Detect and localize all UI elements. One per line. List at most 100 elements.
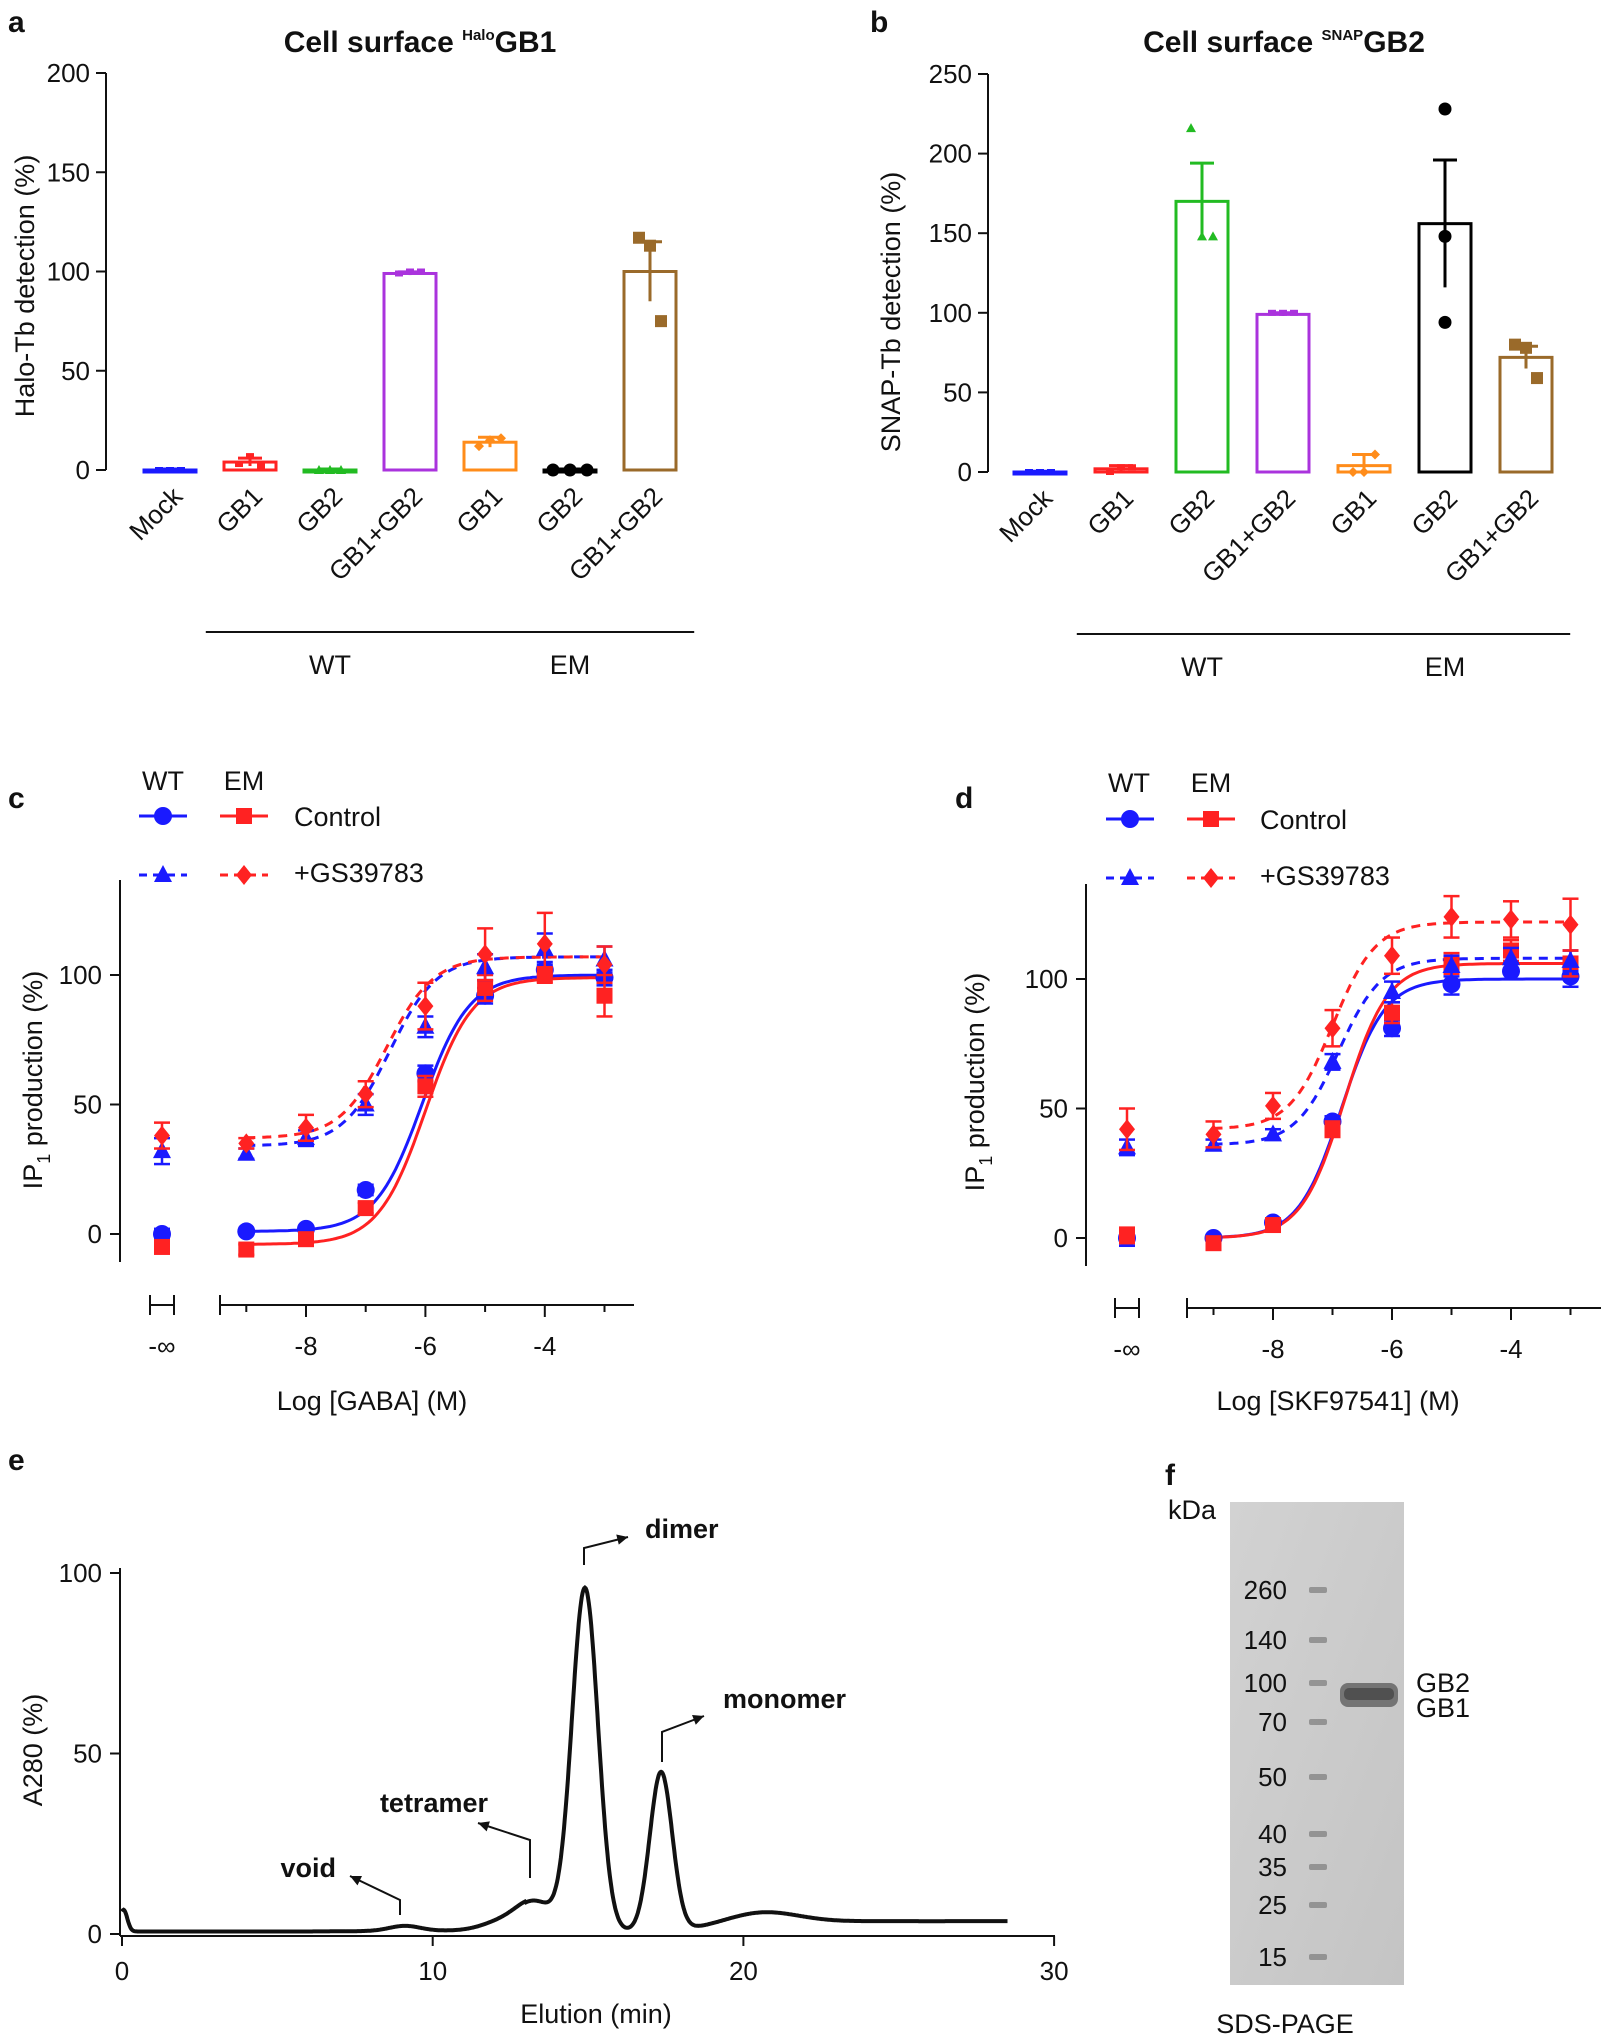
y-tick-label: 0 (76, 455, 90, 485)
annotation-label: tetramer (380, 1788, 489, 1818)
x-tick-label: -6 (1380, 1334, 1403, 1364)
panel-label-f: f (1165, 1459, 1176, 1492)
bar-chart-halo-gb1: Cell surface HaloGB1 Halo-Tb detection (… (10, 26, 695, 680)
x-tick-label: 20 (729, 1956, 758, 1986)
data-point (298, 1231, 314, 1248)
gel-caption: SDS-PAGE (1216, 2009, 1354, 2039)
bar (382, 271, 438, 472)
x-axis-label-c: Log [GABA] (M) (277, 1386, 468, 1416)
data-point (1442, 956, 1461, 974)
x-tick-label: 30 (1040, 1956, 1069, 1986)
data-point (1119, 1227, 1135, 1244)
legend-marker (1203, 811, 1219, 827)
category-label: GB2 (290, 481, 348, 539)
data-point (1502, 962, 1520, 981)
y-tick-label: 50 (61, 356, 90, 386)
gel-marker-label: 100 (1244, 1668, 1287, 1698)
data-point (580, 463, 594, 477)
y-axis-label-a: Halo-Tb detection (%) (10, 155, 40, 418)
data-point (596, 987, 613, 1004)
legend-gs39783-c: +GS39783 (294, 858, 424, 888)
data-point (1503, 909, 1519, 930)
panel-label-d: d (955, 782, 973, 815)
y-axis-label-b: SNAP-Tb detection (%) (876, 172, 906, 453)
data-point (1106, 469, 1114, 475)
group-label: EM (550, 650, 591, 680)
data-point (1324, 1018, 1341, 1039)
y-tick-label: 100 (1025, 964, 1068, 994)
gel-unit-label: kDa (1168, 1495, 1217, 1525)
y-tick-label: 0 (1054, 1223, 1068, 1253)
data-point (1359, 467, 1369, 477)
data-point (536, 933, 553, 954)
panel-label-e: e (8, 1444, 25, 1477)
legend-marker (154, 807, 172, 825)
gel-ladder-band (1309, 1774, 1327, 1780)
dose-response-gaba: WT EM Control +GS39783 IP1 production (%… (18, 766, 634, 1416)
y-tick-label: 50 (943, 377, 972, 407)
gel-marker-label: 50 (1258, 1762, 1287, 1792)
band-label-gb2: GB2 (1416, 1668, 1470, 1698)
x-axis-label-d: Log [SKF97541] (M) (1216, 1386, 1459, 1416)
data-point (1205, 1235, 1222, 1252)
data-point (1383, 981, 1401, 999)
x-tick-label-basal: -∞ (148, 1331, 175, 1361)
data-point (1561, 950, 1580, 968)
data-point (166, 467, 174, 473)
annotation-arrow (661, 1715, 705, 1762)
band-label-gb1: GB1 (1416, 1693, 1470, 1723)
data-point (1047, 469, 1055, 475)
data-point (1117, 464, 1125, 471)
data-point (246, 453, 254, 460)
category-label: Mock (993, 482, 1059, 548)
legend-marker (1121, 810, 1139, 828)
y-tick-label: 100 (47, 257, 90, 287)
data-point (1128, 464, 1136, 471)
y-tick-label: 100 (59, 960, 102, 990)
data-point (1265, 1217, 1281, 1234)
data-point (1208, 231, 1218, 241)
elution-trace (120, 1584, 1008, 1934)
data-point (325, 465, 335, 474)
data-point (154, 1125, 170, 1146)
bar (1174, 199, 1230, 474)
data-point (417, 996, 434, 1017)
x-axis-label-e: Elution (min) (520, 1999, 672, 2029)
data-point (1324, 1121, 1341, 1138)
gel-marker-label: 15 (1258, 1942, 1287, 1972)
annotation-arrowhead (616, 1534, 628, 1545)
data-point (357, 1084, 374, 1105)
data-point (1186, 123, 1196, 133)
y-axis-label-c: IP1 production (%) (18, 971, 54, 1190)
data-point (1025, 469, 1033, 475)
data-point (1443, 906, 1460, 927)
data-point (1438, 315, 1452, 329)
data-point (1562, 914, 1579, 935)
data-point (1384, 945, 1400, 966)
gel-ladder-band (1309, 1831, 1327, 1837)
gel-ladder-band (1309, 1587, 1327, 1593)
data-point (1384, 1004, 1400, 1021)
data-point (1438, 229, 1452, 243)
data-point (257, 463, 265, 470)
data-point (1119, 1119, 1135, 1140)
data-point (1520, 341, 1532, 354)
category-label: GB1 (210, 481, 268, 539)
legend-control-c: Control (294, 802, 381, 832)
data-point (417, 268, 425, 275)
y-tick-label: 100 (929, 298, 972, 328)
x-tick-label: 0 (115, 1956, 129, 1986)
group-label: WT (1181, 652, 1223, 682)
legend-control-d: Control (1260, 805, 1347, 835)
legend-marker (1121, 868, 1139, 885)
data-point (655, 315, 667, 328)
y-tick-label: 50 (73, 1739, 102, 1769)
chart-title-a: Cell surface HaloGB1 (284, 26, 557, 59)
gel-ladder-band (1309, 1637, 1327, 1643)
gel-marker-label: 140 (1244, 1625, 1287, 1655)
data-point (1442, 975, 1461, 994)
gel-sample-band-core (1344, 1688, 1394, 1700)
y-tick-label: 200 (929, 139, 972, 169)
annotation-label: dimer (645, 1514, 719, 1544)
